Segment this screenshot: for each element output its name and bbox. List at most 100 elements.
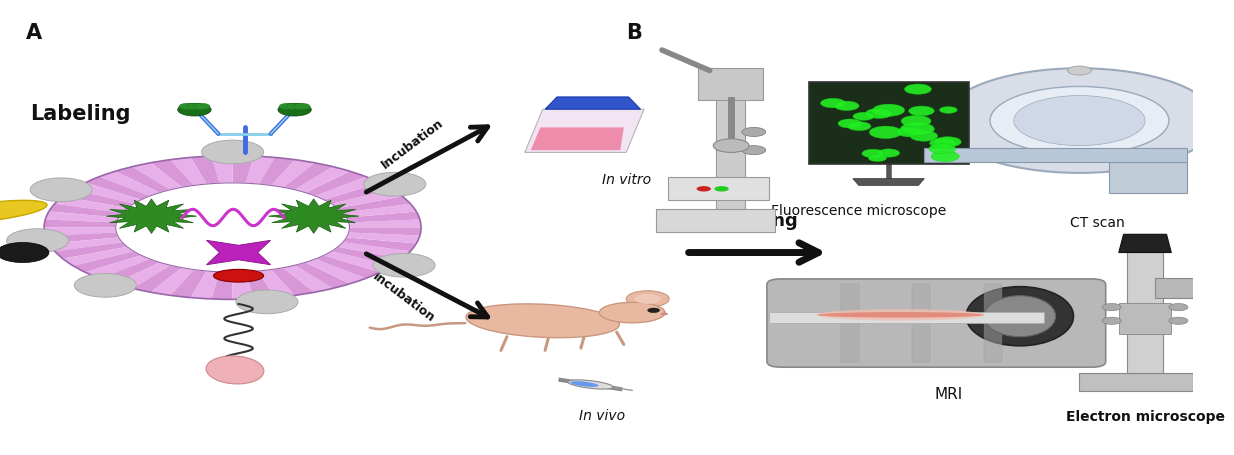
Circle shape: [30, 178, 93, 202]
Wedge shape: [338, 242, 411, 259]
Circle shape: [1203, 284, 1218, 289]
Polygon shape: [656, 209, 775, 232]
Wedge shape: [190, 271, 220, 299]
Text: Fluorescence microscope: Fluorescence microscope: [771, 204, 946, 217]
Circle shape: [901, 122, 934, 136]
Wedge shape: [295, 167, 350, 192]
Circle shape: [116, 183, 349, 272]
Text: Incubation: Incubation: [379, 116, 447, 171]
Wedge shape: [46, 233, 118, 243]
Wedge shape: [49, 238, 122, 251]
Polygon shape: [1119, 303, 1171, 334]
Wedge shape: [295, 263, 350, 288]
Text: Incubation: Incubation: [370, 270, 437, 326]
Circle shape: [869, 126, 902, 138]
Polygon shape: [268, 199, 359, 233]
Wedge shape: [170, 157, 206, 185]
Circle shape: [908, 106, 934, 116]
Wedge shape: [259, 270, 295, 298]
Ellipse shape: [600, 302, 665, 323]
Wedge shape: [338, 196, 411, 213]
Polygon shape: [1127, 234, 1162, 373]
Wedge shape: [332, 189, 402, 208]
Polygon shape: [769, 312, 1044, 323]
Circle shape: [848, 121, 871, 131]
Polygon shape: [1155, 278, 1223, 298]
Wedge shape: [325, 182, 392, 204]
Circle shape: [236, 290, 297, 313]
Circle shape: [279, 103, 296, 110]
Circle shape: [1014, 96, 1145, 146]
Wedge shape: [44, 228, 116, 236]
Wedge shape: [232, 156, 254, 183]
Wedge shape: [54, 242, 127, 259]
Circle shape: [648, 308, 660, 313]
Polygon shape: [912, 284, 930, 362]
Wedge shape: [284, 163, 333, 190]
Wedge shape: [315, 255, 380, 278]
Circle shape: [0, 243, 49, 263]
FancyBboxPatch shape: [808, 82, 969, 163]
Wedge shape: [151, 268, 194, 295]
Circle shape: [74, 273, 136, 297]
Polygon shape: [853, 179, 924, 186]
Circle shape: [742, 146, 766, 155]
Wedge shape: [170, 270, 206, 298]
Ellipse shape: [966, 287, 1074, 346]
Polygon shape: [1119, 234, 1171, 253]
Wedge shape: [246, 156, 274, 184]
Circle shape: [932, 151, 959, 162]
Circle shape: [877, 149, 900, 157]
Circle shape: [373, 253, 436, 277]
Polygon shape: [668, 177, 769, 200]
Circle shape: [943, 68, 1217, 173]
Polygon shape: [697, 68, 764, 100]
Circle shape: [934, 136, 961, 147]
Circle shape: [834, 101, 859, 111]
Text: Labeling: Labeling: [30, 104, 131, 124]
Circle shape: [897, 127, 922, 137]
Circle shape: [821, 98, 845, 108]
Ellipse shape: [213, 269, 264, 282]
Circle shape: [714, 186, 729, 192]
Polygon shape: [531, 127, 624, 150]
Wedge shape: [211, 156, 232, 183]
Circle shape: [201, 140, 264, 164]
Polygon shape: [840, 284, 859, 362]
Circle shape: [194, 103, 210, 110]
Circle shape: [929, 138, 955, 148]
Wedge shape: [63, 189, 133, 208]
Wedge shape: [306, 259, 365, 284]
Polygon shape: [524, 109, 644, 152]
Circle shape: [1169, 303, 1188, 311]
Circle shape: [905, 84, 932, 94]
Polygon shape: [1109, 162, 1187, 193]
Circle shape: [278, 103, 311, 116]
Ellipse shape: [817, 309, 983, 320]
Wedge shape: [306, 171, 365, 196]
Polygon shape: [924, 148, 1187, 162]
Wedge shape: [343, 238, 416, 251]
Circle shape: [696, 186, 711, 192]
Circle shape: [713, 139, 749, 152]
Wedge shape: [259, 157, 295, 185]
Wedge shape: [232, 272, 254, 299]
Ellipse shape: [568, 380, 613, 389]
Wedge shape: [315, 177, 380, 200]
Circle shape: [1102, 303, 1122, 311]
Circle shape: [286, 103, 304, 110]
Circle shape: [1203, 279, 1218, 285]
Wedge shape: [49, 204, 122, 217]
Circle shape: [901, 116, 932, 127]
Wedge shape: [85, 177, 151, 200]
Ellipse shape: [983, 296, 1055, 337]
Wedge shape: [46, 212, 118, 222]
Circle shape: [838, 119, 861, 128]
Wedge shape: [347, 233, 420, 243]
Circle shape: [872, 104, 905, 116]
Wedge shape: [132, 265, 181, 292]
Ellipse shape: [817, 312, 983, 318]
Circle shape: [186, 103, 202, 110]
Text: In vitro: In vitro: [602, 173, 650, 187]
Wedge shape: [271, 268, 315, 295]
